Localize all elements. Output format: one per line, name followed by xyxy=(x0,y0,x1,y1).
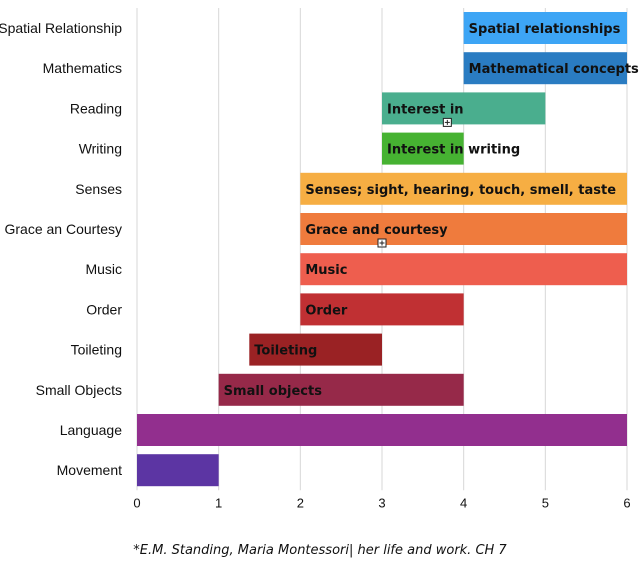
category-label: Spatial Relationship xyxy=(0,20,122,36)
bar-label: Senses; sight, hearing, touch, smell, ta… xyxy=(305,183,616,198)
category-labels: Spatial Relationship Mathematics Reading Wr… xyxy=(0,20,122,478)
resize-handle-icon[interactable] xyxy=(377,238,387,248)
bar xyxy=(463,52,627,85)
x-tick-label: 2 xyxy=(297,495,304,510)
bar-label: Grace and courtesy xyxy=(305,223,448,238)
x-tick-label: 1 xyxy=(215,495,222,510)
bar-label: Toileting xyxy=(254,344,317,359)
bar-label: Interest in xyxy=(387,102,464,117)
bar xyxy=(137,414,627,446)
category-label: Music xyxy=(85,261,122,277)
bar-label: Small objects xyxy=(224,384,323,399)
category-label: Order xyxy=(86,301,122,317)
handles xyxy=(377,117,452,248)
x-axis-ticks: 0 1 2 3 4 5 6 xyxy=(133,495,630,510)
bar xyxy=(137,454,219,487)
bars: Spatial relationships Mathematical concep… xyxy=(137,12,639,487)
bar-label: Music xyxy=(305,263,347,278)
x-tick-label: 5 xyxy=(542,495,549,510)
bar-label: Spatial relationships xyxy=(469,22,621,37)
bar xyxy=(300,293,464,326)
bar xyxy=(382,132,464,165)
bar xyxy=(382,92,546,125)
gridlines xyxy=(136,8,628,491)
bar xyxy=(300,213,627,245)
category-label: Reading xyxy=(70,100,122,116)
category-label: Senses xyxy=(75,181,122,197)
bar xyxy=(218,373,464,406)
category-label: Small Objects xyxy=(36,382,122,398)
bar-label: Mathematical concepts xyxy=(469,62,639,77)
x-tick-label: 6 xyxy=(623,495,630,510)
category-label: Writing xyxy=(79,141,122,157)
resize-handle-icon[interactable] xyxy=(442,117,452,127)
category-label: Language xyxy=(60,422,123,438)
bar xyxy=(249,333,382,366)
x-tick-label: 4 xyxy=(460,495,467,510)
x-tick-label: 0 xyxy=(133,495,140,510)
category-label: Toileting xyxy=(71,342,122,358)
category-label: Grace an Courtesy xyxy=(5,221,123,237)
x-tick-label: 3 xyxy=(378,495,385,510)
category-label: Mathematics xyxy=(43,60,122,76)
source-footnote: *E.M. Standing, Maria Montessori| her li… xyxy=(133,543,507,558)
bar xyxy=(300,253,627,286)
bar xyxy=(463,12,627,44)
category-label: Movement xyxy=(57,462,122,478)
bar-label: Order xyxy=(305,303,348,318)
bar xyxy=(300,172,627,205)
bar-label: Interest in writing xyxy=(387,143,520,158)
